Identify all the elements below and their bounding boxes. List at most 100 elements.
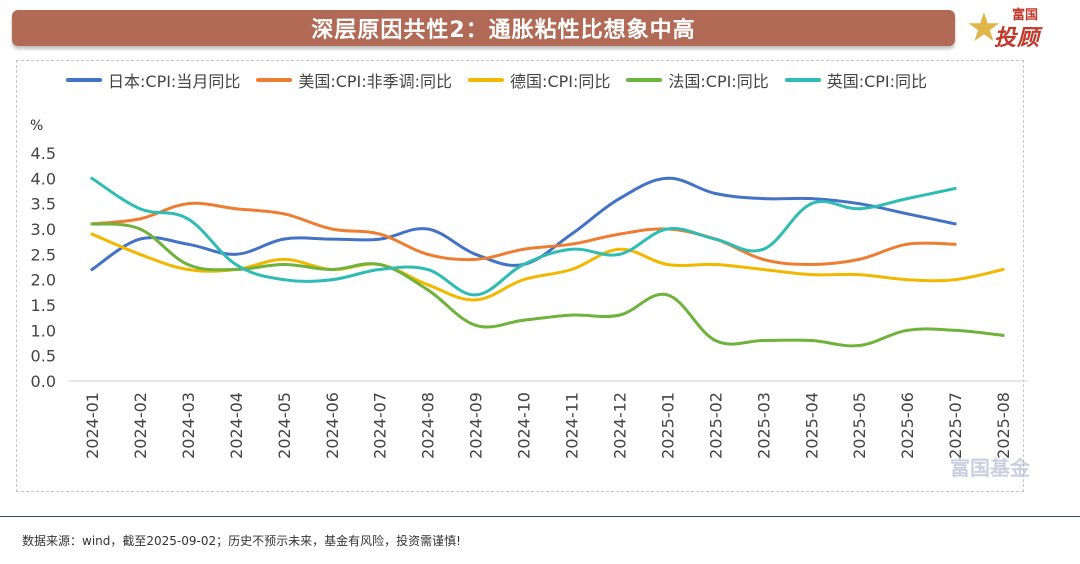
x-tick-label: 2025-02 (706, 392, 725, 459)
data-point (330, 227, 334, 231)
legend-swatch (468, 78, 505, 82)
x-tick-label: 2024-12 (610, 392, 629, 459)
data-point (665, 293, 669, 297)
legend-swatch (626, 78, 663, 82)
data-point (665, 176, 669, 180)
data-point (905, 197, 909, 201)
data-point (90, 232, 94, 236)
data-point (282, 237, 286, 241)
x-tick-label: 2024-09 (467, 392, 486, 459)
data-point (186, 262, 190, 266)
y-tick-label: 4.0 (31, 169, 56, 188)
data-point (474, 257, 478, 261)
x-tick-label: 2024-02 (131, 392, 150, 459)
data-point (761, 257, 765, 261)
x-tick-label: 2024-07 (371, 392, 390, 459)
data-point (282, 257, 286, 261)
data-point (474, 298, 478, 302)
y-tick-label: 1.0 (31, 321, 56, 340)
data-point (761, 247, 765, 251)
legend-label: 德国:CPI:同比 (510, 72, 611, 91)
legend-swatch (256, 78, 293, 82)
data-point (90, 268, 94, 272)
x-tick-label: 2025-03 (754, 392, 773, 459)
legend-swatch (66, 78, 102, 82)
data-point (617, 313, 621, 317)
data-point (809, 197, 813, 201)
legend-item: 日本:CPI:当月同比 (66, 68, 240, 92)
data-point (857, 202, 861, 206)
x-tick-label: 2024-04 (227, 392, 246, 459)
data-point (809, 273, 813, 277)
x-tick-label: 2025-08 (994, 392, 1013, 459)
data-point (138, 217, 142, 221)
x-tick-label: 2025-01 (658, 392, 677, 459)
legend-item: 英国:CPI:同比 (784, 68, 928, 92)
data-point (953, 222, 957, 226)
chart-legend: 日本:CPI:当月同比 美国:CPI:非季调:同比 德国:CPI:同比 法国:CPI:… (66, 68, 927, 92)
y-tick-label: 3.0 (31, 220, 56, 239)
data-point (378, 237, 382, 241)
data-point (282, 212, 286, 216)
x-tick-label: 2024-10 (515, 392, 534, 459)
legend-label: 日本:CPI:当月同比 (108, 72, 241, 91)
data-point (186, 242, 190, 246)
data-point (570, 232, 573, 236)
data-point (713, 262, 717, 266)
data-point (522, 278, 526, 282)
data-point (953, 328, 957, 332)
data-point (186, 217, 190, 221)
data-point (905, 278, 909, 282)
data-point (570, 247, 573, 251)
data-source-note: 数据来源：wind，截至2025-09-02；历史不预示未来，基金有风险，投资需… (22, 534, 461, 548)
data-point (186, 202, 190, 206)
x-tick-label: 2025-05 (850, 392, 869, 459)
series-line-3 (90, 222, 1005, 348)
data-point (617, 252, 621, 256)
data-point (761, 197, 765, 201)
x-tick-label: 2025-07 (946, 392, 965, 459)
data-point (90, 176, 94, 180)
data-point (282, 278, 286, 282)
legend-label: 美国:CPI:非季调:同比 (298, 72, 453, 91)
x-tick-label: 2024-08 (419, 392, 438, 459)
data-point (90, 222, 94, 226)
data-point (953, 186, 957, 190)
y-tick-label: 0.0 (31, 372, 56, 391)
star-icon: ★ (966, 5, 1002, 51)
data-point (426, 227, 430, 231)
data-point (330, 278, 334, 282)
data-point (809, 338, 813, 342)
x-tick-label: 2025-04 (802, 392, 821, 459)
data-point (474, 252, 478, 256)
data-point (378, 262, 382, 266)
page-title: 深层原因共性2：通胀粘性比想象中高 (311, 18, 696, 43)
data-point (761, 338, 765, 342)
legend-label: 英国:CPI:同比 (826, 72, 928, 91)
data-point (809, 202, 813, 206)
data-point (234, 207, 238, 211)
x-tick-label: 2024-06 (323, 392, 342, 459)
legend-label: 法国:CPI:同比 (668, 72, 769, 91)
data-point (570, 313, 573, 317)
x-tick-label: 2025-06 (898, 392, 917, 459)
data-point (665, 227, 669, 231)
data-point (426, 268, 430, 272)
legend-item: 美国:CPI:非季调:同比 (256, 68, 452, 92)
watermark-text: 富国基金 (950, 456, 1030, 480)
data-point (713, 237, 717, 241)
logo-top-text: 富国 (1012, 8, 1039, 23)
data-point (282, 262, 286, 266)
data-point (857, 273, 861, 277)
y-tick-label: 3.5 (31, 195, 56, 214)
data-point (857, 257, 861, 261)
data-point (522, 318, 526, 322)
data-point (857, 344, 861, 348)
legend-item: 德国:CPI:同比 (468, 68, 610, 92)
logo-main-text: 投顾 (994, 26, 1041, 51)
legend-item: 法国:CPI:同比 (626, 68, 769, 92)
data-point (426, 283, 430, 287)
title-banner: 深层原因共性2：通胀粘性比想象中高 (12, 10, 955, 46)
data-point (522, 247, 526, 251)
